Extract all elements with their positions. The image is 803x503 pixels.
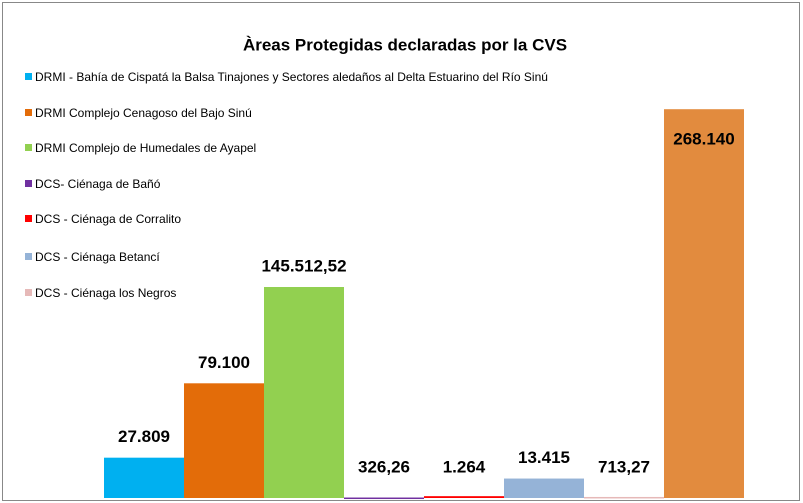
legend-entry: DCS - Ciénaga los Negros	[25, 286, 625, 301]
bar	[184, 383, 264, 498]
bar	[424, 496, 504, 498]
legend-label: DRMI Complejo de Humedales de Ayapel	[35, 141, 257, 155]
data-label: 713,27	[598, 457, 650, 476]
bar	[664, 109, 744, 499]
data-label: 27.809	[118, 427, 170, 446]
data-label: 268.140	[673, 129, 734, 148]
legend-swatch	[25, 180, 32, 187]
legend-swatch	[25, 109, 32, 116]
bar	[344, 497, 424, 500]
legend-swatch	[25, 215, 32, 222]
data-label: 13.415	[518, 448, 570, 467]
legend-label: DRMI - Bahía de Cispatá la Balsa Tinajon…	[35, 70, 548, 84]
legend-swatch	[25, 144, 32, 151]
legend-swatch	[25, 289, 32, 296]
legend-entry: DRMI Complejo Cenagoso del Bajo Sinú	[25, 106, 625, 121]
bar	[104, 457, 184, 498]
legend-entry: DRMI Complejo de Humedales de Ayapel	[25, 141, 625, 156]
legend-label: DCS- Ciénaga de Bañó	[35, 177, 161, 191]
data-label: 1.264	[443, 457, 486, 476]
data-label: 79.100	[198, 353, 250, 372]
bar	[584, 496, 664, 499]
legend-label: DCS - Ciénaga los Negros	[35, 286, 177, 300]
legend-label: DRMI Complejo Cenagoso del Bajo Sinú	[35, 106, 252, 120]
data-label: 145.512,52	[261, 256, 346, 275]
bar	[264, 287, 344, 498]
legend-entry: DCS- Ciénaga de Bañó	[25, 177, 625, 192]
bar	[504, 478, 584, 498]
legend-label: DCS - Ciénaga de Corralito	[35, 212, 182, 226]
data-label: 326,26	[358, 457, 410, 476]
chart-title: Àreas Protegidas declaradas por la CVS	[243, 35, 567, 54]
legend-entry: DCS - Ciénaga Betancí	[25, 250, 625, 265]
legend-swatch	[25, 73, 32, 80]
legend-label: DCS - Ciénaga Betancí	[35, 250, 160, 264]
legend-entry: DCS - Ciénaga de Corralito	[25, 212, 625, 227]
legend-entry: DRMI - Bahía de Cispatá la Balsa Tinajon…	[25, 70, 625, 85]
legend-swatch	[25, 253, 32, 260]
